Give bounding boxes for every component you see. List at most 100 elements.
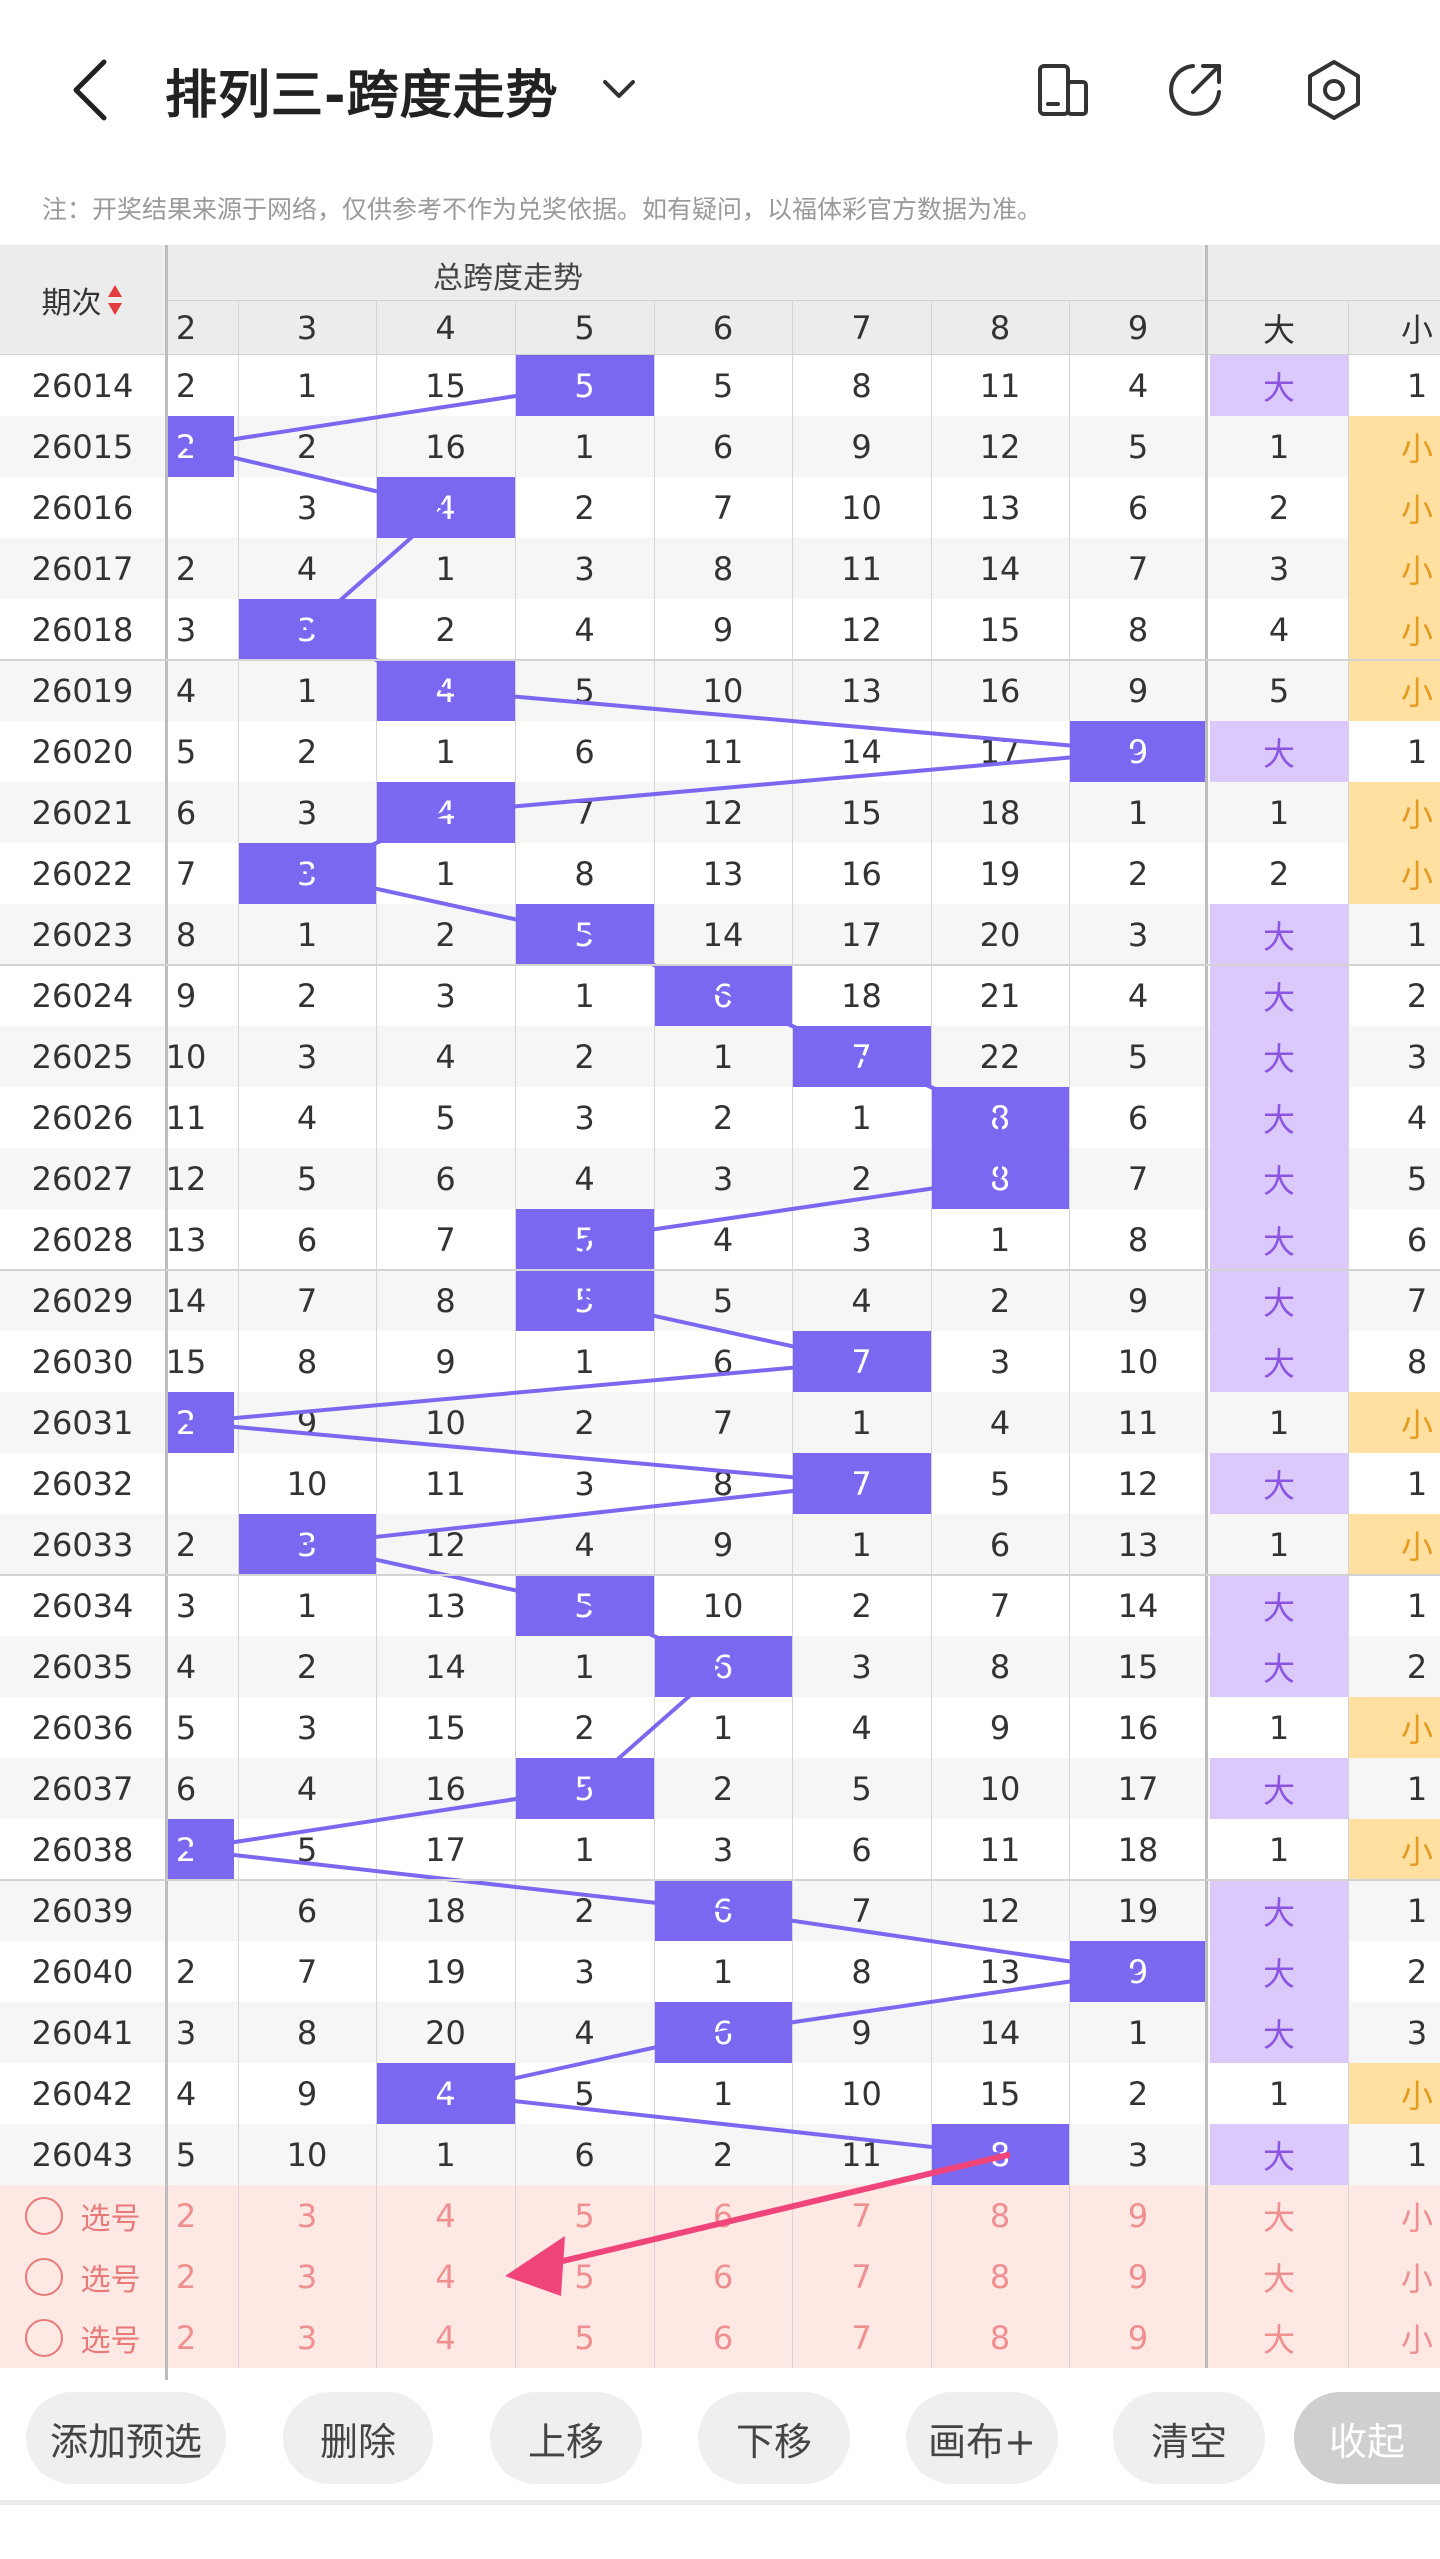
trend-cell: 13	[1117, 1525, 1159, 1564]
pick-cell[interactable]: 2	[175, 2257, 197, 2296]
trend-cell: 16	[1117, 1708, 1159, 1747]
pick-cell[interactable]: 4	[435, 2257, 456, 2296]
pick-cell[interactable]: 6	[712, 2318, 734, 2357]
issue-header[interactable]: 期次	[0, 245, 165, 355]
trend-cell: 15	[841, 793, 882, 832]
trend-cell: 4	[1127, 976, 1149, 1015]
pick-cell[interactable]: 3	[296, 2196, 318, 2235]
trend-cell: 15	[425, 366, 466, 405]
trend-cell: 2	[1268, 488, 1290, 527]
trend-cell: 11	[841, 549, 882, 588]
pick-cell[interactable]: 8	[989, 2257, 1011, 2296]
column-divider	[1069, 300, 1070, 2368]
pick-cell[interactable]: 大	[1262, 2320, 1295, 2359]
pick-cell[interactable]: 小	[1400, 2198, 1433, 2237]
trend-cell: 1	[712, 1708, 734, 1747]
issue-number: 26020	[0, 721, 165, 782]
pick-selector[interactable]: 选号	[0, 2246, 165, 2307]
pick-cell[interactable]: 9	[1127, 2318, 1149, 2357]
trend-cell: 16	[425, 1769, 466, 1808]
trend-cell: 2	[296, 427, 318, 466]
trend-cell: 6	[296, 1220, 318, 1259]
pick-cell[interactable]: 小	[1400, 2320, 1433, 2359]
pick-selector[interactable]: 选号	[0, 2307, 165, 2368]
collapse-button[interactable]: 收起	[1294, 2392, 1440, 2484]
pick-cell[interactable]: 7	[851, 2318, 872, 2357]
trend-cell: 3	[1268, 549, 1290, 588]
back-button[interactable]	[50, 50, 130, 130]
trend-cell: 12	[841, 610, 882, 649]
radio-circle-icon[interactable]	[24, 2318, 63, 2357]
trend-cell: 15	[1117, 1647, 1159, 1686]
trend-cell: 8	[175, 915, 197, 954]
move-up-button[interactable]: 上移	[490, 2392, 642, 2484]
pick-cell[interactable]: 5	[574, 2196, 595, 2235]
trend-cell: 16	[425, 427, 466, 466]
settings-icon[interactable]	[1296, 52, 1372, 128]
pick-cell[interactable]: 大	[1262, 2198, 1295, 2237]
trend-cell: 7	[851, 1891, 872, 1930]
pick-cell[interactable]: 9	[1127, 2196, 1149, 2235]
trend-hit-cell: 4	[376, 660, 515, 721]
share-icon[interactable]	[1157, 52, 1233, 128]
trend-cell: 3	[989, 1342, 1011, 1381]
trend-hit-cell: 4	[376, 782, 515, 843]
radio-circle-icon[interactable]	[24, 2257, 63, 2296]
pick-cell[interactable]: 大	[1262, 2259, 1295, 2298]
layout-icon[interactable]	[1024, 52, 1100, 128]
trend-cell: 大	[1210, 1026, 1348, 1087]
column-divider	[1348, 300, 1349, 2368]
trend-cell: 9	[296, 2074, 318, 2113]
add-preselect-button[interactable]: 添加预选	[26, 2392, 226, 2484]
pick-cell[interactable]: 小	[1400, 2259, 1433, 2298]
delete-button[interactable]: 删除	[283, 2392, 433, 2484]
pick-cell[interactable]: 5	[574, 2257, 595, 2296]
trend-cell: 8	[712, 1464, 734, 1503]
pick-cell[interactable]: 4	[435, 2318, 456, 2357]
section-divider	[1205, 245, 1208, 2368]
trend-table[interactable]: 总跨度走势 2 3 4 5 6 7 8 9 大小 2 1 15 5 5 8 11 4 大 1 2 2 16 1 6 9 12 5 1 小…	[0, 245, 1440, 2380]
pick-cell[interactable]: 7	[851, 2257, 872, 2296]
title-dropdown[interactable]: 排列三-跨度走势	[165, 48, 641, 132]
pick-selector[interactable]: 选号	[0, 2185, 165, 2246]
trend-cell: 9	[851, 427, 872, 466]
issue-number: 26038	[0, 1819, 165, 1880]
trend-hit-cell: 8	[931, 1148, 1069, 1209]
radio-circle-icon[interactable]	[24, 2196, 63, 2235]
trend-cell: 2	[989, 1281, 1011, 1320]
trend-grid[interactable]: 总跨度走势 2 3 4 5 6 7 8 9 大小 2 1 15 5 5 8 11 4 大 1 2 2 16 1 6 9 12 5 1 小…	[138, 245, 1440, 2380]
trend-cell: 10	[286, 2135, 328, 2174]
trend-cell: 大	[1210, 1148, 1348, 1209]
clear-button[interactable]: 清空	[1113, 2392, 1265, 2484]
pick-cell[interactable]: 9	[1127, 2257, 1149, 2296]
trend-cell: 8	[1406, 1342, 1428, 1381]
pick-cell[interactable]: 3	[296, 2257, 318, 2296]
pick-cell[interactable]: 8	[989, 2196, 1011, 2235]
move-down-button[interactable]: 下移	[698, 2392, 850, 2484]
trend-cell: 14	[425, 1647, 466, 1686]
pick-cell[interactable]: 7	[851, 2196, 872, 2235]
pick-row	[168, 2307, 1440, 2368]
trend-cell: 4	[175, 1647, 197, 1686]
pick-cell[interactable]: 6	[712, 2196, 734, 2235]
pick-cell[interactable]: 3	[296, 2318, 318, 2357]
trend-cell: 1	[1406, 1891, 1428, 1930]
trend-cell: 小	[1348, 1819, 1440, 1880]
trend-cell: 大	[1210, 1575, 1348, 1636]
trend-cell: 9	[175, 976, 197, 1015]
pick-cell[interactable]: 2	[175, 2196, 197, 2235]
canvas-plus-button[interactable]: 画布+	[906, 2392, 1058, 2484]
pick-cell[interactable]: 4	[435, 2196, 456, 2235]
trend-cell: 14	[1117, 1586, 1159, 1625]
pick-cell[interactable]: 8	[989, 2318, 1011, 2357]
trend-cell: 19	[425, 1952, 466, 1991]
issue-number: 26032	[0, 1453, 165, 1514]
trend-cell: 2	[296, 732, 318, 771]
trend-cell: 5	[989, 1464, 1011, 1503]
trend-cell: 大	[1210, 1758, 1348, 1819]
trend-cell: 5	[1406, 1159, 1428, 1198]
trend-cell: 1	[574, 976, 595, 1015]
pick-cell[interactable]: 5	[574, 2318, 595, 2357]
pick-cell[interactable]: 6	[712, 2257, 734, 2296]
pick-cell[interactable]: 2	[175, 2318, 197, 2357]
